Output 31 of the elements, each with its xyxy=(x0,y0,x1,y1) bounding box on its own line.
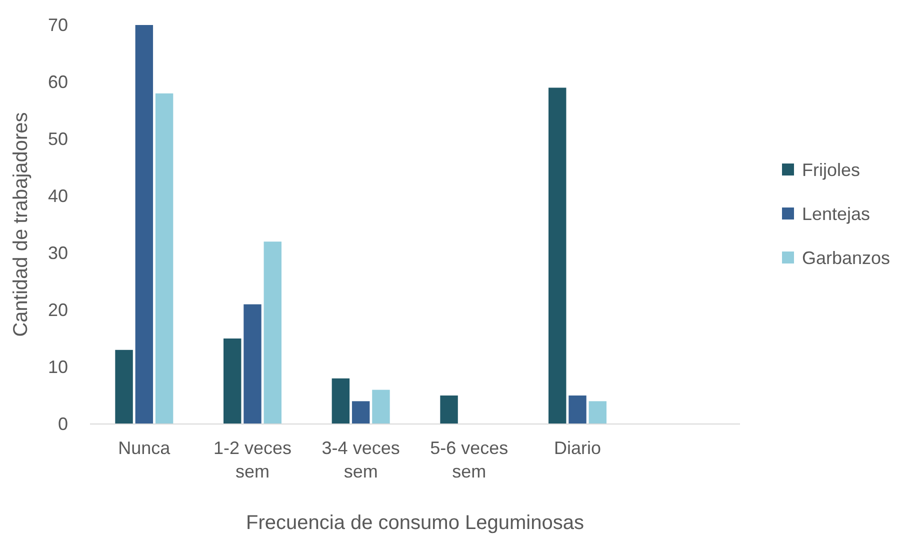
y-tick-label: 70 xyxy=(48,14,68,35)
bar xyxy=(115,350,133,424)
y-tick-label: 40 xyxy=(48,186,68,206)
x-tick-label: Nunca xyxy=(118,438,172,458)
bar xyxy=(332,378,350,424)
y-tick-label: 0 xyxy=(58,414,68,434)
x-tick-label: 1-2 veces sem xyxy=(213,438,292,482)
y-axis-title: Cantidad de trabajadores xyxy=(10,112,32,337)
bar xyxy=(264,242,282,424)
bar xyxy=(155,93,174,424)
bar xyxy=(224,338,242,424)
y-tick-label: 30 xyxy=(48,242,68,263)
x-tick-label: 3-4 veces sem xyxy=(322,438,400,482)
bar xyxy=(244,304,262,424)
bar xyxy=(372,390,390,424)
legend-label: Frijoles xyxy=(802,160,860,180)
bar xyxy=(588,401,606,424)
y-tick-label: 50 xyxy=(48,128,68,149)
legend-label: Lentejas xyxy=(802,204,870,224)
x-axis-title: Frecuencia de consumo Leguminosas xyxy=(246,512,584,534)
y-tick-label: 20 xyxy=(48,300,68,320)
bar xyxy=(568,396,586,424)
y-tick-label: 10 xyxy=(48,356,68,377)
legend-label: Garbanzos xyxy=(802,248,890,268)
y-tick-label: 60 xyxy=(48,72,68,92)
x-tick-label: 5-6 veces sem xyxy=(430,438,508,482)
bar xyxy=(440,396,458,424)
bar xyxy=(548,88,566,424)
bar xyxy=(352,401,370,424)
x-tick-label: Diario xyxy=(554,438,602,458)
bar xyxy=(135,25,154,424)
